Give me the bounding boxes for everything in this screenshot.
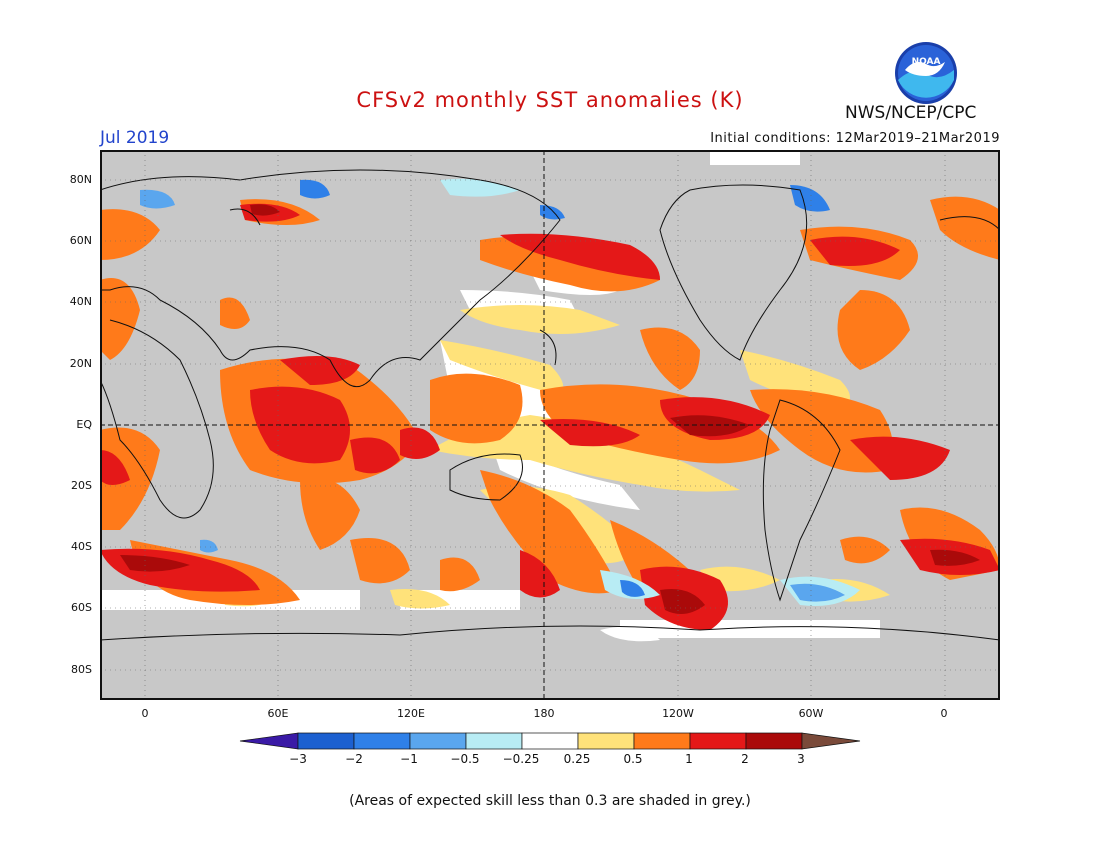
lon-label: 0 — [141, 707, 149, 720]
agency-label: NWS/NCEP/CPC — [845, 103, 977, 123]
lat-label: 20N — [69, 357, 92, 370]
valid-period: Jul 2019 — [100, 128, 170, 148]
colorbar-label: −0.5 — [450, 752, 480, 766]
map-frame — [100, 150, 1000, 700]
graticule — [100, 150, 1000, 700]
lat-label: 80S — [71, 663, 92, 676]
svg-text:NOAA: NOAA — [912, 57, 941, 67]
colorbar-label: 1 — [685, 752, 693, 766]
initial-conditions: Initial conditions: 12Mar2019–21Mar2019 — [710, 131, 1000, 146]
lat-label: 60N — [69, 234, 92, 247]
footnote: (Areas of expected skill less than 0.3 a… — [349, 793, 751, 809]
sst-anomaly-map — [100, 150, 1000, 700]
colorbar-segment — [297, 732, 355, 750]
lon-label: 120E — [397, 707, 425, 720]
colorbar-label: 0.5 — [623, 752, 643, 766]
colorbar-segment — [409, 732, 467, 750]
colorbar-arrow-low — [239, 732, 299, 750]
colorbar — [239, 732, 861, 750]
colorbar-label: 0.25 — [563, 752, 591, 766]
anomaly-2-3 — [120, 204, 980, 614]
chart-title: CFSv2 monthly SST anomalies (K) — [356, 88, 744, 112]
colorbar-label: −3 — [289, 752, 307, 766]
colorbar-label: 2 — [741, 752, 749, 766]
colorbar-segment — [577, 732, 635, 750]
colorbar-label: −2 — [345, 752, 363, 766]
lon-label: 180 — [533, 707, 555, 720]
colorbar-label: −0.25 — [502, 752, 540, 766]
colorbar-segment — [521, 732, 579, 750]
lon-label: 60E — [267, 707, 289, 720]
lat-label: 40N — [69, 295, 92, 308]
lon-label: 120W — [662, 707, 694, 720]
lat-label: 60S — [71, 601, 92, 614]
noaa-logo: NOAA — [893, 40, 959, 110]
lon-label: 60W — [798, 707, 824, 720]
colorbar-label: 3 — [797, 752, 805, 766]
colorbar-arrow-high — [801, 732, 861, 750]
lat-label: 80N — [69, 173, 92, 186]
anomaly-negative — [140, 178, 860, 606]
colorbar-segment — [745, 732, 803, 750]
colorbar-label: −1 — [400, 752, 418, 766]
coastlines — [100, 169, 1000, 641]
colorbar-segment — [689, 732, 747, 750]
lat-label: 40S — [71, 540, 92, 553]
colorbar-segment — [633, 732, 691, 750]
lat-label: EQ — [76, 418, 92, 431]
lon-label: 0 — [940, 707, 948, 720]
colorbar-segment — [353, 732, 411, 750]
lat-label: 20S — [71, 479, 92, 492]
colorbar-segment — [465, 732, 523, 750]
